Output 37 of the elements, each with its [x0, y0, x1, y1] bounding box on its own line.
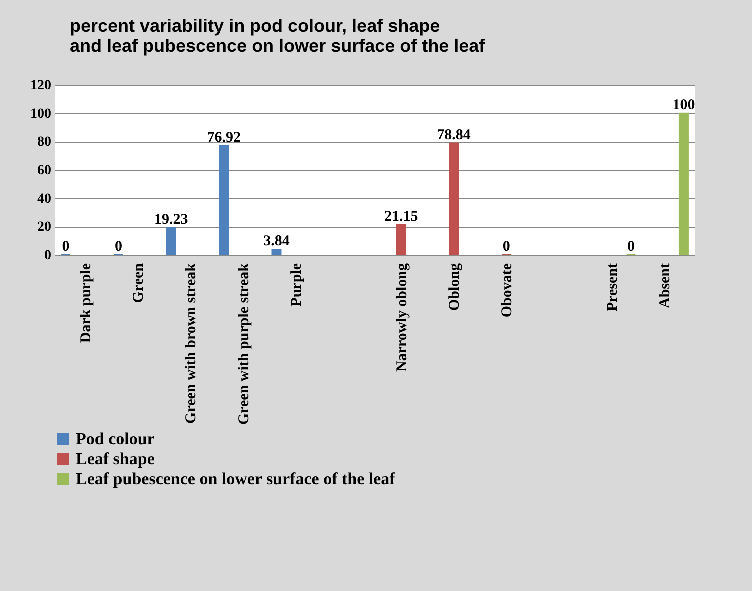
x-tick-label: Absent [658, 264, 674, 309]
x-tick-label: Dark purple [78, 263, 94, 344]
data-label: 21.15 [384, 209, 418, 226]
data-label: 3.84 [264, 234, 290, 250]
data-label: 76.92 [207, 130, 241, 146]
bar [219, 146, 230, 256]
data-label: 0 [114, 239, 122, 255]
y-tick-label: 20 [38, 220, 52, 236]
x-tick-label: Green [130, 262, 147, 304]
y-tick-label: 120 [30, 78, 52, 94]
y-tick-label: 100 [30, 106, 52, 122]
bar [678, 112, 689, 256]
x-tick-label: Narrowly oblong [394, 263, 410, 372]
data-label: 78.84 [437, 127, 472, 144]
legend-label: Pod colour [76, 430, 156, 448]
x-tick-label: Green with purple streak [236, 262, 252, 426]
data-label: 0 [628, 239, 636, 255]
bar [166, 227, 176, 256]
x-tick-label: Present [605, 264, 622, 312]
bar [272, 249, 282, 256]
data-label: 19.23 [154, 212, 188, 228]
y-tick-label: 0 [44, 248, 52, 264]
y-tick-label: 60 [38, 164, 52, 178]
x-tick-label: Oblong [447, 263, 464, 312]
x-tick-label: Purple [288, 263, 305, 307]
bar [396, 224, 406, 256]
x-tick-label: Obovate [500, 263, 516, 318]
y-tick-label: 80 [38, 135, 52, 150]
x-tick-label: Green with brown streak [184, 262, 200, 424]
bar [449, 142, 460, 256]
data-label: 0 [502, 239, 510, 255]
legend-label: Leaf shape [76, 450, 156, 468]
data-label: 0 [62, 239, 70, 255]
chart-title: percent variability in pod colour, leaf shape and leaf pubescence on lower surface of the leaf [70, 16, 486, 56]
data-label: 100 [672, 97, 696, 114]
legend-label: Leaf pubescence on lower surface of the leaf [76, 470, 396, 488]
y-tick-label: 40 [38, 192, 52, 207]
